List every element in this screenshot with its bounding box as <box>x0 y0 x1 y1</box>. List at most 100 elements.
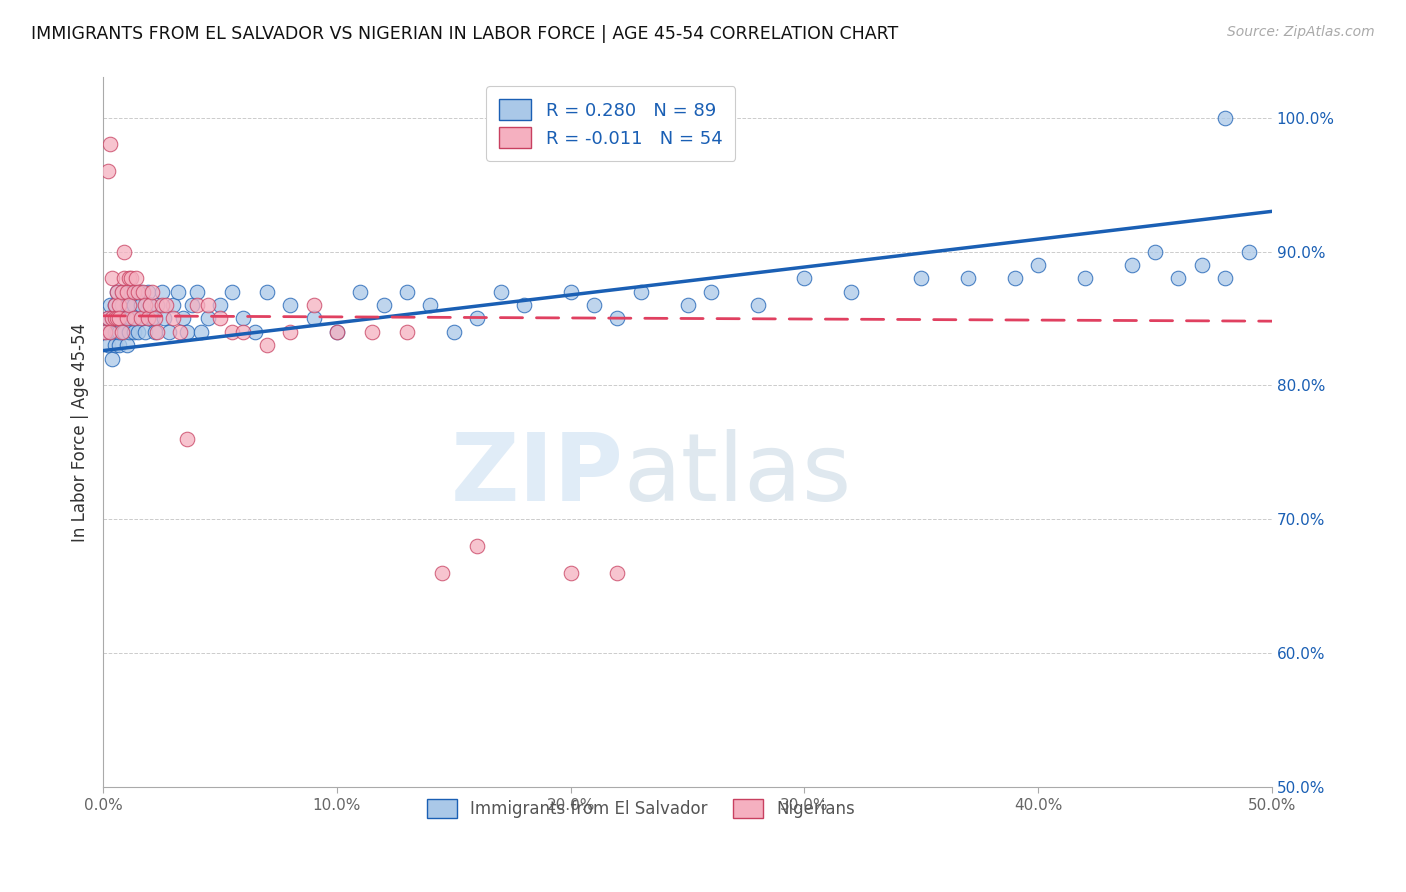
Point <box>630 285 652 299</box>
Point <box>278 325 301 339</box>
Point <box>167 285 190 299</box>
Point <box>747 298 769 312</box>
Point <box>97 338 120 352</box>
Point <box>115 311 138 326</box>
Point <box>108 325 131 339</box>
Point <box>97 311 120 326</box>
Point <box>105 311 128 326</box>
Point <box>582 298 605 312</box>
Point <box>326 325 349 339</box>
Point <box>101 311 124 326</box>
Point <box>489 285 512 299</box>
Point <box>221 325 243 339</box>
Point <box>122 285 145 299</box>
Point <box>112 271 135 285</box>
Point <box>197 298 219 312</box>
Text: IMMIGRANTS FROM EL SALVADOR VS NIGERIAN IN LABOR FORCE | AGE 45-54 CORRELATION C: IMMIGRANTS FROM EL SALVADOR VS NIGERIAN … <box>31 25 898 43</box>
Point <box>1121 258 1143 272</box>
Point <box>120 285 142 299</box>
Point <box>104 311 127 326</box>
Text: atlas: atlas <box>623 429 852 521</box>
Point <box>120 271 142 285</box>
Point <box>221 285 243 299</box>
Point <box>132 285 155 299</box>
Point <box>98 137 121 152</box>
Point <box>513 298 536 312</box>
Point <box>111 285 134 299</box>
Point <box>118 298 141 312</box>
Point <box>134 298 156 312</box>
Point <box>136 311 159 326</box>
Point <box>208 298 231 312</box>
Point <box>101 311 124 326</box>
Point <box>141 285 163 299</box>
Point <box>232 311 254 326</box>
Point <box>1213 111 1236 125</box>
Point <box>349 285 371 299</box>
Point <box>129 298 152 312</box>
Point <box>120 311 142 326</box>
Point <box>94 325 117 339</box>
Point <box>139 298 162 312</box>
Point <box>143 311 166 326</box>
Point <box>162 311 184 326</box>
Point <box>465 539 488 553</box>
Point <box>232 325 254 339</box>
Point <box>105 325 128 339</box>
Point <box>111 325 134 339</box>
Point <box>676 298 699 312</box>
Point <box>141 311 163 326</box>
Point <box>111 285 134 299</box>
Point <box>465 311 488 326</box>
Text: ZIP: ZIP <box>450 429 623 521</box>
Point <box>186 298 208 312</box>
Point <box>108 311 131 326</box>
Text: Source: ZipAtlas.com: Source: ZipAtlas.com <box>1227 25 1375 39</box>
Point <box>108 298 131 312</box>
Point <box>153 311 176 326</box>
Point <box>115 285 138 299</box>
Legend: Immigrants from El Salvador, Nigerians: Immigrants from El Salvador, Nigerians <box>420 792 862 825</box>
Point <box>125 311 148 326</box>
Point <box>105 311 128 326</box>
Point <box>112 311 135 326</box>
Point <box>256 285 278 299</box>
Point <box>1191 258 1213 272</box>
Point <box>197 311 219 326</box>
Point <box>186 285 208 299</box>
Point <box>98 325 121 339</box>
Point <box>118 325 141 339</box>
Point <box>118 311 141 326</box>
Point <box>98 325 121 339</box>
Point <box>1026 258 1049 272</box>
Point <box>1213 271 1236 285</box>
Point <box>302 311 325 326</box>
Point <box>94 325 117 339</box>
Point <box>150 285 173 299</box>
Point <box>419 298 441 312</box>
Point <box>97 311 120 326</box>
Point <box>101 271 124 285</box>
Point <box>956 271 979 285</box>
Point <box>278 298 301 312</box>
Point <box>150 298 173 312</box>
Point <box>146 298 169 312</box>
Point <box>395 325 418 339</box>
Y-axis label: In Labor Force | Age 45-54: In Labor Force | Age 45-54 <box>72 323 89 541</box>
Point <box>108 338 131 352</box>
Point <box>1237 244 1260 259</box>
Point <box>181 298 204 312</box>
Point <box>104 298 127 312</box>
Point <box>208 311 231 326</box>
Point <box>115 298 138 312</box>
Point <box>115 338 138 352</box>
Point <box>373 298 395 312</box>
Point <box>132 311 155 326</box>
Point <box>118 271 141 285</box>
Point <box>839 285 862 299</box>
Point <box>910 271 932 285</box>
Point <box>700 285 723 299</box>
Point <box>155 298 177 312</box>
Point <box>105 285 128 299</box>
Point <box>122 311 145 326</box>
